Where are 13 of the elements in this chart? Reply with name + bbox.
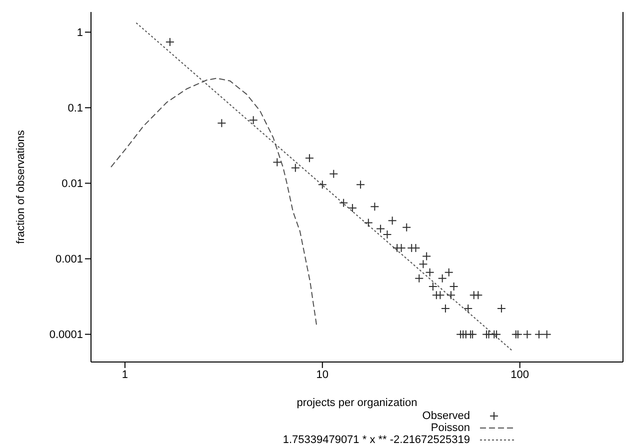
x-tick-label: 10 [316,368,329,381]
y-tick-label: 0.001 [55,254,83,266]
y-axis-title: fraction of observations [14,130,27,244]
x-axis-title: projects per organization [296,397,418,409]
legend-label: Observed [422,410,470,422]
y-tick-label: 1 [76,27,83,40]
legend-label: 1.75339479071 * x ** -2.21672525319 [282,434,470,446]
y-tick-label: 0.1 [68,102,83,115]
y-tick-label: 0.01 [62,178,83,190]
x-tick-label: 1 [122,368,128,381]
y-tick-label: 0.0001 [49,329,83,342]
legend-label: Poisson [430,422,470,434]
x-tick-label: 100 [510,368,530,381]
